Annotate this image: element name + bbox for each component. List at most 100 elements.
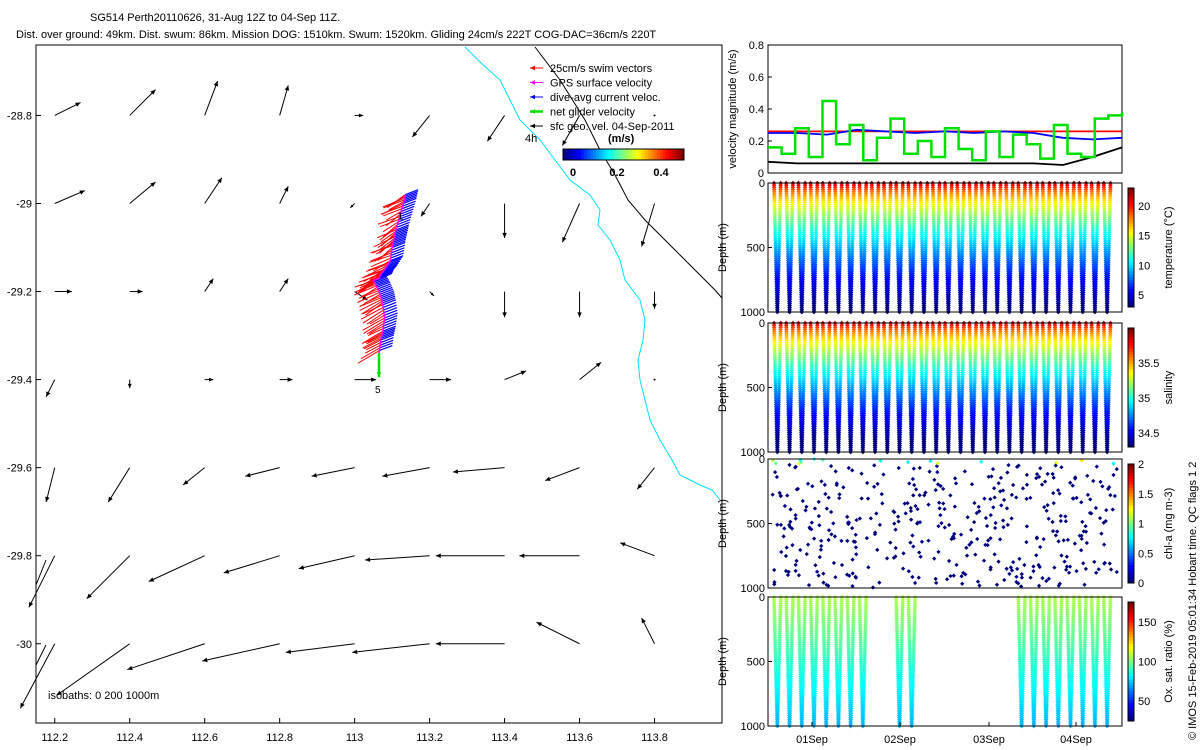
section-temperature: 0 500 1000 Depth (m) 5 10 15 20 temperature (°C) <box>717 178 1175 319</box>
sfc-vector <box>354 377 377 382</box>
dac-vector <box>393 233 408 240</box>
dac-vector <box>401 203 416 210</box>
isobath-line <box>534 46 723 299</box>
map-y-tick-label: -29.8 <box>7 551 32 563</box>
swim-vector <box>357 291 380 303</box>
dac-vector <box>377 283 392 290</box>
section-x-tick: 01Sep <box>796 734 828 746</box>
sfc-vector <box>86 555 131 600</box>
section-y-tick: 1000 <box>741 583 765 595</box>
sfc-vector <box>429 377 452 382</box>
sfc-vector <box>311 467 355 478</box>
section-y-tick: 0 <box>759 178 765 190</box>
colorbar-tick: 35.5 <box>1138 358 1159 370</box>
dac-vector <box>386 260 401 267</box>
dac-vector <box>379 270 394 277</box>
map-x-tick-label: 112.6 <box>191 732 218 744</box>
sfc-vector <box>127 643 205 671</box>
swim-vector <box>385 199 405 208</box>
sfc-vector <box>54 190 86 204</box>
dac-vector <box>380 290 395 297</box>
dac-vector <box>382 299 396 306</box>
colorbar-tick: 15 <box>1138 231 1150 243</box>
section-y-label: Depth (m) <box>717 363 729 412</box>
swim-vector <box>354 285 377 296</box>
sfc-vector <box>561 203 581 243</box>
sfc-vector <box>204 278 214 292</box>
swim-vector <box>383 208 403 217</box>
dac-vector <box>383 317 398 324</box>
dac-vector <box>390 252 404 259</box>
dac-vector <box>376 280 390 287</box>
colorbar-label: temperature (°C) <box>1163 206 1175 288</box>
velocity-series-line <box>767 146 1123 166</box>
legend-arrow <box>530 80 543 85</box>
colorbar-tick: 150 <box>1138 617 1156 629</box>
map-x-tick-label: 113.8 <box>641 732 668 744</box>
isobath-line <box>35 559 47 586</box>
swim-vector <box>363 339 382 350</box>
sfc-vector <box>502 291 507 318</box>
dac-vector <box>383 307 398 314</box>
swim-vector <box>369 325 384 335</box>
colorbar-tick: 0 <box>1138 578 1144 590</box>
sfc-vector <box>435 641 505 647</box>
dac-vector <box>384 309 398 316</box>
sfc-vector <box>653 114 656 117</box>
dac-vector <box>388 256 403 264</box>
swim-vector <box>362 317 385 331</box>
dac-vector <box>381 293 395 301</box>
dac-vector <box>376 281 391 288</box>
swim-vector <box>364 344 381 354</box>
swim-vector <box>380 218 400 228</box>
swim-vector <box>370 257 391 268</box>
colorbar-label: chl-a (mg m-3) <box>1163 488 1175 560</box>
swim-vector <box>366 312 385 325</box>
dac-vector <box>397 219 411 226</box>
sfc-vector <box>536 621 580 645</box>
dac-vector <box>382 322 397 330</box>
map-y-tick-label: -28.8 <box>7 110 32 122</box>
sfc-vector <box>279 85 290 116</box>
legend-colorbar <box>562 148 685 161</box>
dac-vector <box>398 213 413 220</box>
dac-vector <box>400 205 415 212</box>
swim-vector <box>362 337 382 349</box>
sfc-vector <box>19 643 56 709</box>
swim-vector <box>373 236 395 248</box>
swim-vector <box>366 322 385 335</box>
sfc-vector <box>352 643 430 655</box>
dac-vector <box>390 249 405 257</box>
dac-vector <box>382 325 396 332</box>
colorbar-tick: 100 <box>1138 657 1156 669</box>
dac-vector <box>383 320 397 327</box>
colorbar-tick: 34.5 <box>1138 428 1159 440</box>
dac-vector <box>393 234 407 242</box>
section-y-label: Depth (m) <box>717 223 729 272</box>
map-y-tick-label: -29.2 <box>7 287 32 299</box>
swim-vector <box>382 221 399 233</box>
section-x-tick: 02Sep <box>884 734 916 746</box>
sfc-vector <box>452 467 505 474</box>
dac-vector <box>392 238 407 245</box>
swim-vector <box>360 306 384 320</box>
swim-vector <box>365 332 383 344</box>
legend-arrow <box>530 94 543 100</box>
legend-label: sfc geo. vel. 04-Sep-2011 <box>550 121 675 133</box>
swim-vector <box>370 252 392 262</box>
legend-arrow <box>530 123 543 129</box>
dac-vector <box>404 190 419 198</box>
dac-vector <box>391 241 406 249</box>
section-y-tick: 0 <box>759 592 765 604</box>
sfc-vector <box>129 181 156 204</box>
dac-vector <box>383 304 397 311</box>
sfc-vector <box>279 278 289 292</box>
velocity-y-tick: 0.2 <box>749 136 764 148</box>
section-y-tick: 0 <box>759 318 765 330</box>
dac-vector <box>382 327 396 334</box>
sfc-vector <box>45 379 56 398</box>
dac-vector <box>375 278 389 286</box>
section-x-tick: 04Sep <box>1060 734 1092 746</box>
colorbar-label: salinity <box>1163 370 1175 404</box>
